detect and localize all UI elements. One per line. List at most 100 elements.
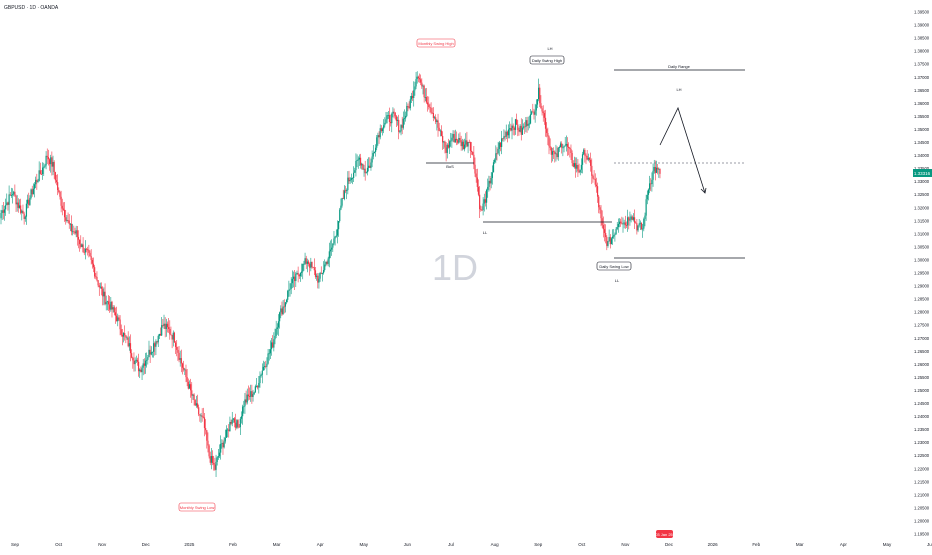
candle-body bbox=[483, 199, 485, 204]
candle-body bbox=[59, 191, 61, 197]
price-tick-label: 1.22000 bbox=[914, 466, 930, 471]
candle-body bbox=[255, 386, 258, 387]
candle-body bbox=[89, 252, 91, 257]
candle-body bbox=[32, 188, 34, 195]
candle-body bbox=[455, 138, 458, 141]
price-tick-label: 1.34500 bbox=[914, 140, 930, 145]
candle-body bbox=[244, 399, 246, 407]
price-tick-label: 1.25000 bbox=[914, 388, 930, 393]
candle-body bbox=[526, 120, 528, 126]
candle-body bbox=[587, 157, 589, 160]
candle-body bbox=[510, 128, 512, 131]
price-tick-label: 1.32500 bbox=[914, 192, 930, 197]
candle-body bbox=[450, 140, 452, 142]
candle-body bbox=[401, 125, 403, 128]
candle-body bbox=[347, 177, 349, 191]
candle-body bbox=[658, 168, 660, 170]
price-axis[interactable]: 1.39500 1.39000 1.38500 1.38000 1.37500 1.370… bbox=[914, 10, 930, 537]
candle-body bbox=[460, 139, 462, 147]
price-tick-label: 1.25500 bbox=[914, 375, 930, 380]
candle-body bbox=[277, 321, 280, 328]
candle-body bbox=[198, 407, 200, 415]
candle-body bbox=[25, 203, 28, 217]
candle-body bbox=[559, 143, 562, 148]
candle-body bbox=[231, 419, 233, 424]
candle-body bbox=[576, 164, 578, 169]
monthly-swing-high-label[interactable]: Monthly Swing High bbox=[416, 38, 456, 48]
candle-body bbox=[200, 415, 202, 417]
price-tick-label: 1.31000 bbox=[914, 231, 930, 236]
candle-body bbox=[473, 154, 475, 165]
time-tick-label: Dec bbox=[665, 542, 674, 547]
candle-body bbox=[215, 461, 217, 470]
candle-body bbox=[23, 213, 25, 219]
time-tick-label: 2026 bbox=[708, 542, 719, 547]
candle-body bbox=[96, 276, 98, 281]
daily-swing-low-label[interactable]: Daily Swing Low bbox=[596, 261, 632, 271]
candle-body bbox=[296, 272, 298, 274]
candle-body bbox=[569, 148, 571, 150]
candle-body bbox=[205, 428, 207, 431]
time-tick-label: Nov bbox=[98, 542, 107, 547]
candle-body bbox=[224, 437, 226, 442]
monthly-swing-low-label[interactable]: Monthly Swing Low bbox=[178, 502, 216, 512]
candle-body bbox=[264, 366, 266, 367]
candle-body bbox=[503, 136, 505, 139]
candle-body bbox=[489, 180, 491, 184]
svg-text:Daily Swing Low: Daily Swing Low bbox=[599, 264, 628, 269]
candle-body bbox=[266, 363, 268, 367]
candle-body bbox=[165, 323, 167, 329]
candle-body bbox=[9, 194, 11, 196]
candle-body bbox=[142, 363, 144, 368]
candle-body bbox=[373, 151, 376, 154]
price-tick-label: 1.21500 bbox=[914, 479, 930, 484]
candle-body bbox=[534, 110, 536, 115]
time-axis[interactable]: Sep Oct Nov Dec 2025 Feb Mar Apr May Jun Jul Aug Sep… bbox=[11, 542, 932, 547]
time-tick-label: Mar bbox=[273, 542, 281, 547]
candle-body bbox=[529, 114, 532, 124]
candle-body bbox=[176, 346, 178, 350]
candle-body bbox=[573, 163, 576, 167]
candle-body bbox=[568, 146, 570, 149]
candle-body bbox=[395, 116, 397, 121]
candle-body bbox=[565, 143, 567, 146]
candle-body bbox=[20, 205, 22, 213]
candle-body bbox=[498, 142, 500, 149]
candle-body bbox=[79, 239, 81, 245]
candle-body bbox=[491, 172, 493, 178]
candle-body bbox=[326, 261, 328, 264]
lh-label-projected: LH bbox=[676, 87, 681, 92]
candle-body bbox=[133, 360, 135, 365]
projection-path[interactable] bbox=[659, 106, 706, 194]
svg-text:Daily Swing High: Daily Swing High bbox=[532, 58, 562, 63]
candle-body bbox=[107, 301, 110, 305]
time-tick-label: May bbox=[360, 542, 369, 547]
svg-text:1.33316: 1.33316 bbox=[914, 171, 931, 176]
candle-body bbox=[45, 155, 47, 166]
candle-body bbox=[69, 223, 71, 225]
price-tick-label: 1.28000 bbox=[914, 310, 930, 315]
daily-swing-high-label[interactable]: Daily Swing High bbox=[529, 55, 565, 65]
candle-body bbox=[225, 429, 228, 438]
candle-body bbox=[591, 165, 593, 176]
time-tick-label: Oct bbox=[578, 542, 586, 547]
candle-body bbox=[106, 301, 108, 303]
candle-body bbox=[21, 210, 23, 213]
candle-body bbox=[615, 229, 617, 235]
candle-body bbox=[155, 341, 157, 347]
candle-body bbox=[402, 118, 404, 128]
candle-body bbox=[376, 137, 378, 148]
candle-body bbox=[132, 357, 134, 361]
candle-body bbox=[603, 229, 606, 233]
candle-body bbox=[621, 222, 623, 224]
candle-body bbox=[575, 163, 577, 169]
candle-body bbox=[261, 370, 263, 375]
candle-body bbox=[452, 133, 454, 138]
candle-body bbox=[614, 234, 616, 236]
candle-body bbox=[199, 414, 201, 416]
candle-body bbox=[563, 146, 565, 148]
candle-body bbox=[214, 464, 216, 470]
candle-body bbox=[292, 276, 295, 279]
candle-body bbox=[258, 383, 260, 388]
